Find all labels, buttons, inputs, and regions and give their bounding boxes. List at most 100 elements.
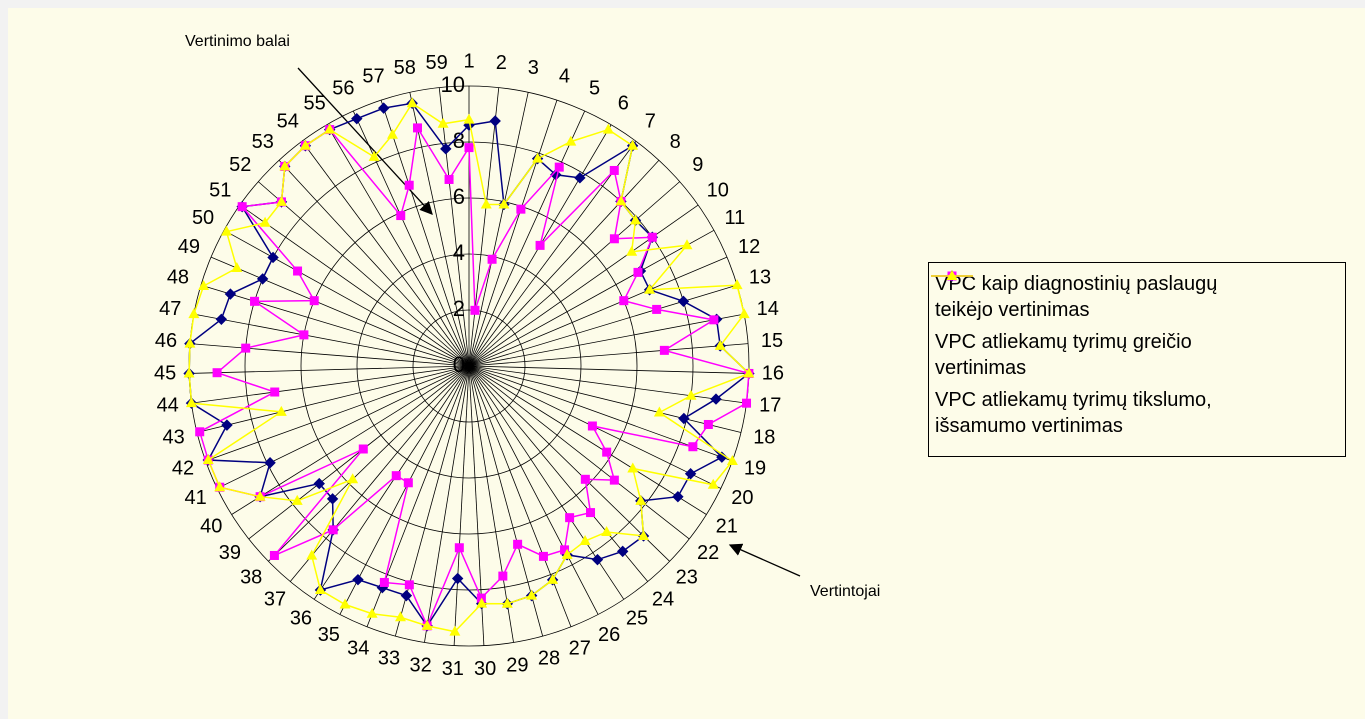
- point: [351, 112, 363, 125]
- spoke: [189, 343, 470, 367]
- spoke: [468, 365, 649, 582]
- point: [535, 240, 545, 250]
- point: [275, 405, 287, 416]
- point: [731, 279, 743, 290]
- legend-item: VPC atliekamų tyrimų tikslumo, išsamumo …: [931, 270, 1339, 439]
- point: [386, 128, 398, 139]
- category-label: 24: [652, 588, 674, 610]
- spoke: [409, 92, 470, 367]
- spoke: [468, 87, 500, 367]
- point: [198, 279, 210, 290]
- category-label: 44: [157, 395, 179, 417]
- point: [672, 490, 684, 503]
- point: [221, 419, 233, 431]
- point: [513, 539, 523, 549]
- point: [379, 577, 389, 587]
- category-label: 21: [716, 516, 738, 538]
- point: [710, 393, 722, 405]
- point: [677, 295, 690, 308]
- point: [313, 477, 325, 490]
- series-line: [188, 102, 751, 628]
- spoke: [468, 365, 514, 643]
- point: [644, 283, 656, 294]
- point: [270, 387, 280, 397]
- y-tick-label: 0: [453, 352, 465, 377]
- point: [237, 202, 247, 212]
- point: [250, 296, 260, 306]
- point: [202, 454, 214, 465]
- point: [328, 525, 338, 535]
- point: [554, 162, 564, 172]
- point: [339, 598, 351, 609]
- category-label: 42: [172, 457, 194, 479]
- y-tick-label: 8: [453, 128, 465, 153]
- category-label: 19: [744, 457, 766, 479]
- point: [391, 471, 401, 481]
- category-label: 17: [759, 395, 781, 417]
- y-tick-label: 10: [441, 72, 465, 97]
- point: [609, 165, 619, 175]
- point: [403, 478, 413, 488]
- spoke: [468, 92, 529, 367]
- legend-label: VPC atliekamų tyrimų greičio vertinimas: [935, 331, 1192, 379]
- point: [269, 550, 279, 560]
- spoke: [380, 100, 470, 367]
- point: [275, 195, 287, 206]
- point: [560, 545, 570, 555]
- point: [681, 239, 693, 250]
- annotation-arrow: [728, 543, 801, 577]
- point: [626, 245, 638, 256]
- point: [565, 135, 577, 146]
- point: [188, 308, 200, 319]
- spoke: [200, 284, 470, 367]
- point: [421, 619, 433, 630]
- category-label: 11: [725, 207, 746, 229]
- spoke: [468, 313, 745, 367]
- spoke: [191, 365, 470, 404]
- point: [586, 508, 596, 518]
- point: [404, 180, 414, 190]
- point: [498, 571, 508, 581]
- point: [647, 232, 657, 242]
- point: [489, 115, 501, 127]
- point: [684, 468, 697, 480]
- spoke: [468, 100, 558, 367]
- category-label: 31: [442, 658, 464, 680]
- category-label: 39: [219, 542, 241, 564]
- point: [602, 123, 614, 134]
- spoke: [468, 365, 747, 404]
- point: [256, 273, 269, 285]
- legend-label: VPC kaip diagnostinių paslaugų teikėjo v…: [935, 273, 1218, 321]
- category-label: 26: [598, 624, 620, 646]
- point: [565, 513, 575, 523]
- category-label: 32: [410, 654, 432, 676]
- spoke: [210, 256, 470, 367]
- point: [264, 457, 276, 469]
- category-label: 35: [318, 624, 340, 646]
- category-label: 49: [178, 236, 200, 258]
- category-label: 50: [192, 207, 214, 229]
- category-label: 34: [347, 637, 369, 659]
- point: [406, 97, 418, 108]
- spoke: [217, 365, 470, 489]
- point: [183, 367, 195, 378]
- y-tick-label: 4: [453, 240, 465, 265]
- point: [678, 412, 690, 425]
- category-label: 3: [528, 57, 539, 79]
- category-label: 41: [184, 487, 206, 509]
- annotation-arrow: [297, 67, 433, 215]
- spoke: [468, 256, 728, 367]
- point: [212, 368, 222, 378]
- point: [659, 345, 669, 355]
- category-label: 36: [290, 608, 312, 630]
- point: [470, 305, 480, 315]
- point: [293, 266, 303, 276]
- spoke: [468, 365, 707, 515]
- point: [738, 308, 750, 319]
- category-label: 2: [496, 52, 507, 74]
- point: [532, 152, 544, 163]
- spoke: [352, 110, 470, 367]
- point: [215, 313, 228, 326]
- point: [629, 214, 641, 225]
